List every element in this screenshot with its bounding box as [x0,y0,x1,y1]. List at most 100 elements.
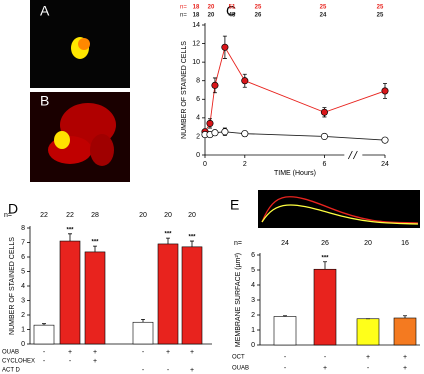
n-value: 20 [208,5,215,11]
row-value: - [43,358,46,365]
y-tick-label: 2 [251,312,255,319]
y-tick-label: 0 [251,342,255,349]
cell [90,134,114,166]
row-value: + [366,354,370,361]
cell [54,131,70,149]
error-bar [190,240,194,247]
row-label: ACT D [2,368,21,374]
y-tick-label: 6 [196,96,200,103]
y-tick-label: 3 [251,297,255,304]
n-value: 16 [401,240,409,247]
trace [261,196,419,224]
marker [221,128,229,136]
y-tick-label: 8 [21,225,25,232]
bar [84,251,106,345]
row-value: + [93,349,97,356]
error-bar [68,233,72,242]
panel-label: C [226,3,236,19]
axis-break [352,150,358,160]
y-tick-label: 4 [21,283,25,290]
x-tick-label: 24 [381,161,389,168]
n-value: 25 [320,5,327,11]
bar [59,240,81,345]
y-tick-label: 5 [21,268,25,275]
n-value: 20 [364,240,372,247]
n-value: 18 [193,5,200,11]
x-tick-label: 2 [243,161,247,168]
n-label: n= [234,240,242,247]
n-value: 24 [281,240,289,247]
bar [313,268,337,346]
bar [181,246,203,345]
y-tick-label: 4 [251,282,255,289]
y-tick-label: 4 [196,115,200,122]
marker [241,77,249,85]
row-value: - [43,349,46,356]
axis-break [347,150,353,160]
n-value: 22 [66,212,74,219]
significance: *** [66,227,74,233]
significance: *** [321,255,329,261]
error-bar [323,261,327,270]
line [205,131,386,141]
line [204,46,386,133]
marker [241,130,249,138]
row-value: + [190,349,194,356]
row-value: - [367,365,370,372]
panel-label: B [40,93,49,109]
x-tick-label: 0 [203,161,207,168]
row-label: CYCLOHEX [2,359,35,365]
y-tick-label: 2 [21,312,25,319]
row-label: OCT [232,355,245,361]
n-value: 26 [255,13,262,19]
bar [132,321,154,345]
n-label: n= [4,212,12,219]
row-value: + [93,358,97,365]
row-value: - [324,354,327,361]
row-label: OUAB [2,350,19,356]
y-tick-label: 8 [196,78,200,85]
y-tick-label: 1 [21,326,25,333]
bar [356,318,380,346]
n-label: n= [180,5,187,11]
bar [393,317,417,346]
marker [381,87,389,95]
n-value: 20 [164,212,172,219]
bar [273,316,297,346]
row-value: + [68,349,72,356]
n-label: n= [180,13,187,19]
n-value: 25 [377,5,384,11]
n-value: 25 [377,13,384,19]
marker [320,108,328,116]
n-value: 18 [193,13,200,19]
y-tick-label: 0 [196,152,200,159]
error-bar [403,315,407,318]
n-value: 26 [321,240,329,247]
row-label: OUAB [232,366,249,372]
row-value: + [323,365,327,372]
panel-label: E [230,197,239,213]
y-tick-label: 6 [251,252,255,259]
trace [261,204,419,225]
n-value: 22 [40,212,48,219]
row-value: - [284,365,287,372]
row-value: + [403,354,407,361]
y-tick-label: 5 [251,267,255,274]
y-tick-label: 10 [192,59,200,66]
significance: *** [164,232,172,238]
error-bar [283,315,287,317]
x-tick-label: 6 [322,161,326,168]
n-value: 20 [188,212,196,219]
bar [33,324,55,345]
x-axis-title: TIME (Hours) [274,170,316,177]
row-value: + [190,367,194,374]
y-tick-label: 7 [21,239,25,246]
y-tick-label: 2 [196,133,200,140]
row-value: + [166,349,170,356]
row-value: + [403,365,407,372]
n-value: 24 [320,13,327,19]
cell [78,38,90,50]
marker [206,119,214,127]
panel-label: A [40,3,50,19]
